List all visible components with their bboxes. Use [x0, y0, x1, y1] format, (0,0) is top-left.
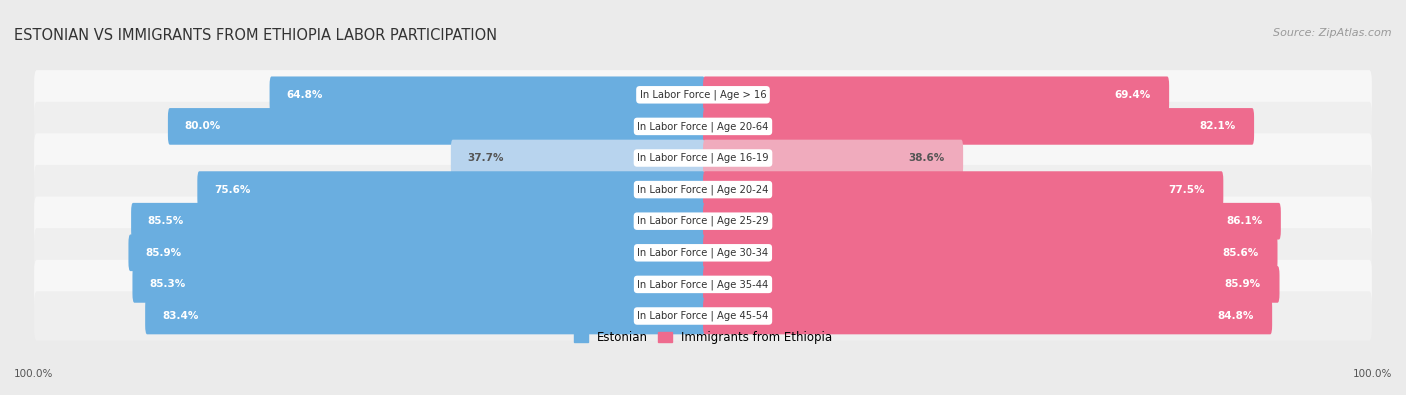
Text: 85.5%: 85.5% — [148, 216, 184, 226]
Text: 85.9%: 85.9% — [1225, 279, 1261, 290]
Text: In Labor Force | Age 25-29: In Labor Force | Age 25-29 — [637, 216, 769, 226]
FancyBboxPatch shape — [703, 108, 1254, 145]
Text: 85.3%: 85.3% — [149, 279, 186, 290]
FancyBboxPatch shape — [703, 171, 1223, 208]
Text: 37.7%: 37.7% — [468, 153, 505, 163]
FancyBboxPatch shape — [197, 171, 704, 208]
Text: In Labor Force | Age 20-24: In Labor Force | Age 20-24 — [637, 184, 769, 195]
FancyBboxPatch shape — [34, 228, 1372, 277]
FancyBboxPatch shape — [703, 266, 1279, 303]
FancyBboxPatch shape — [34, 197, 1372, 246]
Text: In Labor Force | Age 20-64: In Labor Force | Age 20-64 — [637, 121, 769, 132]
FancyBboxPatch shape — [131, 203, 704, 239]
Text: ESTONIAN VS IMMIGRANTS FROM ETHIOPIA LABOR PARTICIPATION: ESTONIAN VS IMMIGRANTS FROM ETHIOPIA LAB… — [14, 28, 498, 43]
FancyBboxPatch shape — [132, 266, 704, 303]
FancyBboxPatch shape — [703, 77, 1170, 113]
Legend: Estonian, Immigrants from Ethiopia: Estonian, Immigrants from Ethiopia — [569, 327, 837, 348]
Text: In Labor Force | Age 35-44: In Labor Force | Age 35-44 — [637, 279, 769, 290]
FancyBboxPatch shape — [34, 70, 1372, 119]
FancyBboxPatch shape — [167, 108, 704, 145]
Text: 83.4%: 83.4% — [162, 311, 198, 321]
FancyBboxPatch shape — [34, 165, 1372, 214]
Text: In Labor Force | Age 30-34: In Labor Force | Age 30-34 — [637, 248, 769, 258]
Text: 69.4%: 69.4% — [1114, 90, 1150, 100]
FancyBboxPatch shape — [703, 140, 963, 176]
Text: In Labor Force | Age 45-54: In Labor Force | Age 45-54 — [637, 311, 769, 321]
FancyBboxPatch shape — [270, 77, 704, 113]
FancyBboxPatch shape — [34, 134, 1372, 182]
Text: Source: ZipAtlas.com: Source: ZipAtlas.com — [1274, 28, 1392, 38]
Text: In Labor Force | Age > 16: In Labor Force | Age > 16 — [640, 90, 766, 100]
FancyBboxPatch shape — [34, 292, 1372, 340]
Text: 86.1%: 86.1% — [1226, 216, 1263, 226]
Text: 100.0%: 100.0% — [1353, 369, 1392, 379]
Text: In Labor Force | Age 16-19: In Labor Force | Age 16-19 — [637, 153, 769, 163]
FancyBboxPatch shape — [145, 298, 704, 334]
Text: 100.0%: 100.0% — [14, 369, 53, 379]
Text: 85.9%: 85.9% — [145, 248, 181, 258]
FancyBboxPatch shape — [703, 298, 1272, 334]
FancyBboxPatch shape — [703, 235, 1278, 271]
Text: 80.0%: 80.0% — [184, 121, 221, 132]
FancyBboxPatch shape — [34, 102, 1372, 151]
FancyBboxPatch shape — [703, 203, 1281, 239]
Text: 75.6%: 75.6% — [214, 184, 250, 195]
Text: 84.8%: 84.8% — [1218, 311, 1254, 321]
FancyBboxPatch shape — [128, 235, 704, 271]
FancyBboxPatch shape — [34, 260, 1372, 309]
FancyBboxPatch shape — [451, 140, 704, 176]
Text: 77.5%: 77.5% — [1168, 184, 1205, 195]
Text: 38.6%: 38.6% — [908, 153, 945, 163]
Text: 64.8%: 64.8% — [287, 90, 322, 100]
Text: 82.1%: 82.1% — [1199, 121, 1236, 132]
Text: 85.6%: 85.6% — [1223, 248, 1258, 258]
